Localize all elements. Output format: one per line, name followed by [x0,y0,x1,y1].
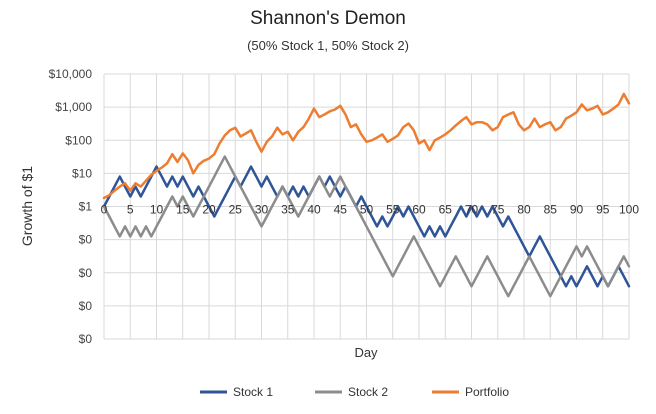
x-tick-label: 0 [101,203,108,217]
x-tick-label: 90 [570,203,584,217]
x-tick-label: 95 [596,203,610,217]
legend-item-stock-1: Stock 1 [200,385,273,399]
y-tick-label: $100 [65,133,92,147]
chart-subtitle: (50% Stock 1, 50% Stock 2) [247,38,409,53]
legend-label: Stock 1 [233,385,273,399]
y-axis-title: Growth of $1 [19,166,35,246]
y-tick-label: $10 [72,166,92,180]
x-tick-label: 75 [491,203,505,217]
legend-label: Portfolio [465,385,509,399]
x-tick-label: 20 [202,203,216,217]
y-tick-label: $0 [79,233,93,247]
x-tick-label: 40 [307,203,321,217]
y-tick-label: $0 [79,332,93,346]
series-line-stock-1 [102,165,631,288]
x-tick-label: 100 [619,203,639,217]
chart-title: Shannon's Demon [250,8,406,29]
x-tick-label: 35 [281,203,295,217]
x-axis-title: Day [354,345,378,360]
x-tick-label: 45 [334,203,348,217]
series-line-stock-2 [102,155,631,298]
y-tick-labels: $10,000 $1,000 $100 $10 $1 $0 $0 $0 $0 [49,67,93,346]
x-tick-label: 15 [176,203,190,217]
y-tick-label: $1,000 [55,100,92,114]
y-tick-label: $10,000 [49,67,93,81]
series-lines [102,92,631,298]
legend-item-portfolio: Portfolio [432,385,509,399]
x-tick-label: 30 [255,203,269,217]
y-tick-label: $0 [79,266,93,280]
legend-item-stock-2: Stock 2 [315,385,388,399]
x-tick-label: 55 [386,203,400,217]
legend: Stock 1 Stock 2 Portfolio [200,385,509,399]
x-tick-label: 70 [465,203,479,217]
x-tick-label: 5 [127,203,134,217]
legend-label: Stock 2 [348,385,388,399]
y-tick-label: $0 [79,299,93,313]
series-line-portfolio [102,92,631,200]
x-tick-label: 25 [229,203,243,217]
x-tick-label: 85 [544,203,558,217]
x-tick-label: 50 [360,203,374,217]
x-tick-labels: 0 5 10 15 20 25 30 35 40 45 50 55 60 65 70 75 80 85 90 95 10… [101,203,640,217]
x-tick-label: 10 [150,203,164,217]
x-tick-label: 60 [412,203,426,217]
x-tick-label: 65 [439,203,453,217]
y-tick-label: $1 [79,200,93,214]
x-tick-label: 80 [517,203,531,217]
